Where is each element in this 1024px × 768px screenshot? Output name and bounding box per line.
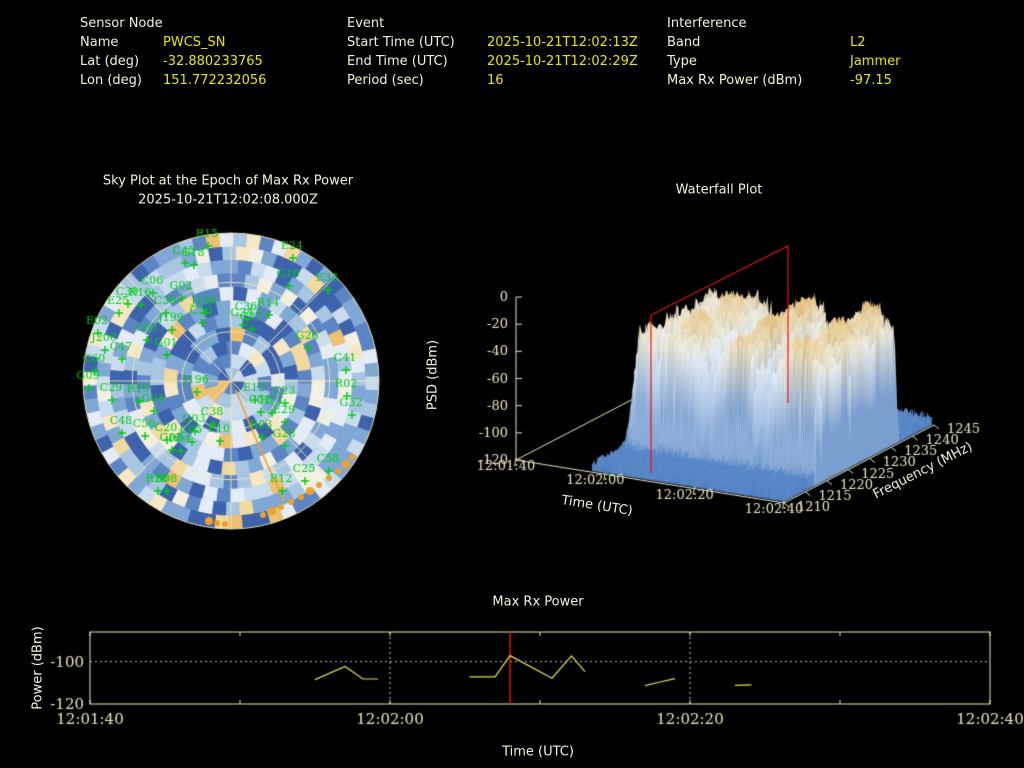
sensor-lon-label: Lon (deg) [80, 73, 142, 88]
max-rx-power-canvas [40, 618, 1024, 733]
interference-type-label: Type [667, 54, 697, 69]
sensor-lon-value: 151.772232056 [163, 73, 267, 88]
sensor-lat-value: -32.880233765 [163, 54, 263, 69]
event-period-label: Period (sec) [347, 73, 424, 88]
event-start-row: Start Time (UTC) 2025-10-21T12:02:13Z [347, 33, 638, 52]
event-period-value: 16 [487, 73, 504, 88]
interference-type-row: Type Jammer [667, 52, 900, 71]
interference-band-value: L2 [850, 35, 866, 50]
interference-power-value: -97.15 [850, 73, 892, 88]
sensor-lon-row: Lon (deg) 151.772232056 [80, 71, 266, 90]
sky-plot-subtitle: 2025-10-21T12:02:08.000Z [138, 192, 318, 208]
interference-title: Interference [667, 16, 747, 31]
interference-type-value: Jammer [850, 54, 901, 69]
time-axis-label: Time (UTC) [502, 744, 574, 760]
interference-band-label: Band [667, 35, 701, 50]
interference-power-label: Max Rx Power (dBm) [667, 73, 803, 88]
interference-band-row: Band L2 [667, 33, 866, 52]
event-end-row: End Time (UTC) 2025-10-21T12:02:29Z [347, 52, 638, 71]
max-rx-power-title: Max Rx Power [492, 594, 584, 610]
sensor-name-label: Name [80, 35, 119, 50]
event-start-label: Start Time (UTC) [347, 35, 455, 50]
event-end-value: 2025-10-21T12:02:29Z [487, 54, 638, 69]
event-period-row: Period (sec) 16 [347, 71, 504, 90]
event-title: Event [347, 16, 385, 31]
sensor-name-value: PWCS_SN [163, 35, 226, 50]
sensor-lat-row: Lat (deg) -32.880233765 [80, 52, 263, 71]
event-start-value: 2025-10-21T12:02:13Z [487, 35, 638, 50]
waterfall-canvas [420, 225, 1020, 530]
event-panel: Event Start Time (UTC) 2025-10-21T12:02:… [347, 14, 638, 90]
event-end-label: End Time (UTC) [347, 54, 448, 69]
sensor-node-title: Sensor Node [80, 16, 163, 31]
sensor-node-panel: Sensor Node Name PWCS_SN Lat (deg) -32.8… [80, 14, 266, 90]
waterfall-title: Waterfall Plot [675, 182, 763, 198]
sensor-name-row: Name PWCS_SN [80, 33, 226, 52]
sensor-lat-label: Lat (deg) [80, 54, 140, 69]
sky-plot-title: Sky Plot at the Epoch of Max Rx Power [102, 173, 354, 189]
sky-plot-canvas [55, 210, 410, 545]
interference-panel: Interference Band L2 Type Jammer Max Rx … [667, 14, 900, 90]
waterfall-psd-axis-label: PSD (dBm) [425, 339, 441, 411]
interference-power-row: Max Rx Power (dBm) -97.15 [667, 71, 892, 90]
